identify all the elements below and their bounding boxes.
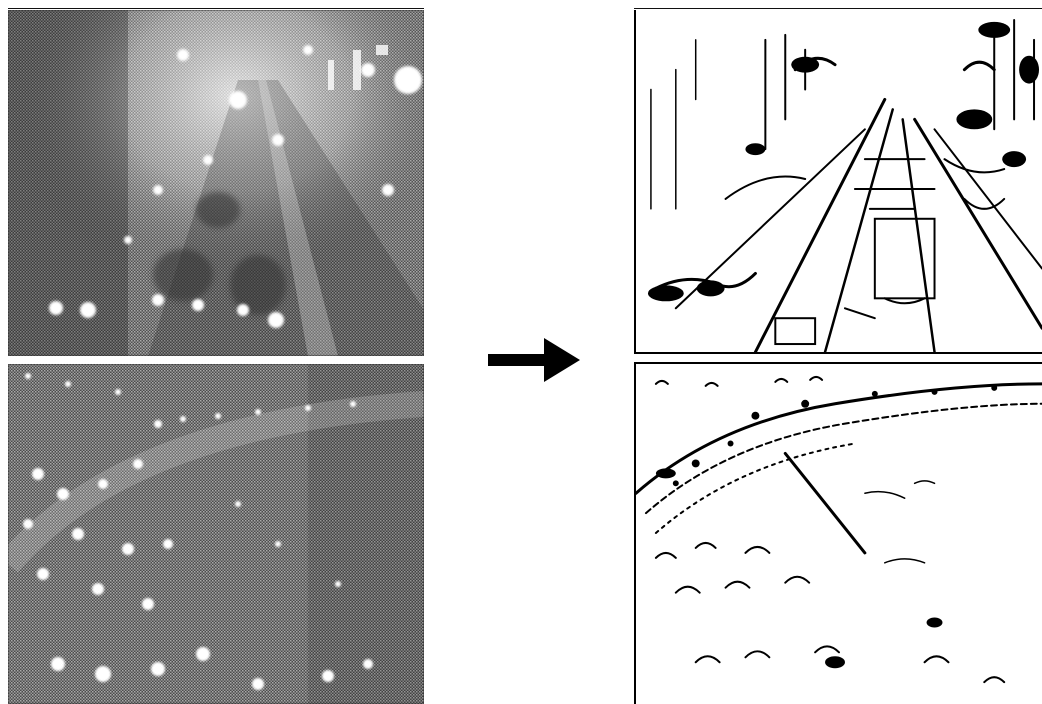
right-arrow-icon [488,338,580,382]
right-column-top-rule [634,8,1042,9]
input-photo-top [8,10,424,356]
edge-map-bottom [634,362,1042,704]
edge-map-top [634,10,1042,354]
left-column-top-rule [8,8,424,9]
input-photo-bottom [8,364,424,704]
